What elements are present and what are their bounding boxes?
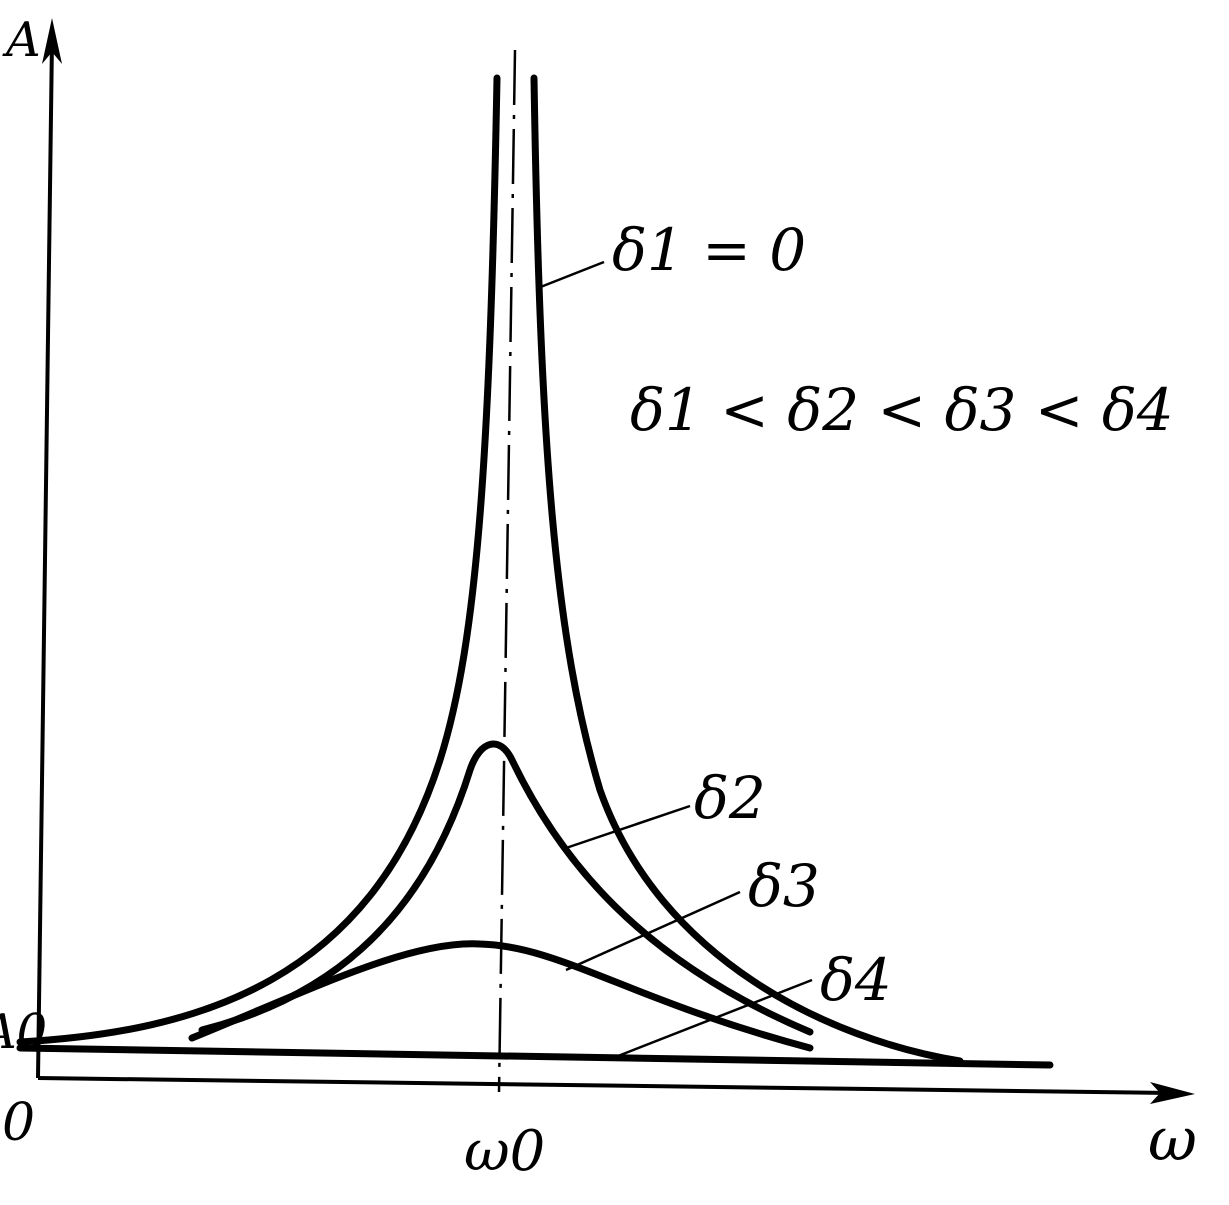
x-tick-label: ω0 [464, 1119, 545, 1184]
label-delta3: δ3 [748, 852, 820, 920]
leader-delta2 [565, 804, 691, 850]
y-axis-line [36, 39, 54, 1079]
resonance-centerline [497, 49, 517, 1093]
leader-lines [537, 260, 813, 1058]
y-axis-label: A [2, 12, 41, 68]
relation-label: δ1 < δ2 < δ3 < δ4 [630, 376, 1174, 444]
leader-delta4 [617, 978, 813, 1058]
curve-delta3 [188, 940, 814, 1052]
leader-delta3 [565, 890, 741, 972]
label-delta1: δ1 = 0 [612, 216, 806, 284]
x-axis-label: ω [1148, 1105, 1197, 1175]
y-axis-arrow-icon [42, 18, 62, 64]
y-tick-label: A0 [0, 1004, 47, 1060]
axes [36, 18, 1195, 1104]
label-delta2: δ2 [694, 764, 766, 832]
origin-label: 0 [2, 1093, 35, 1153]
leader-delta1 [537, 260, 605, 290]
x-axis-arrow-icon [1150, 1082, 1195, 1104]
curve-delta1-right [530, 74, 964, 1065]
curve-delta1 [16, 74, 501, 1046]
curve-delta4 [16, 1044, 1054, 1069]
curve-delta2 [198, 740, 814, 1036]
label-delta4: δ4 [820, 946, 892, 1014]
x-axis-line [37, 1076, 1171, 1095]
